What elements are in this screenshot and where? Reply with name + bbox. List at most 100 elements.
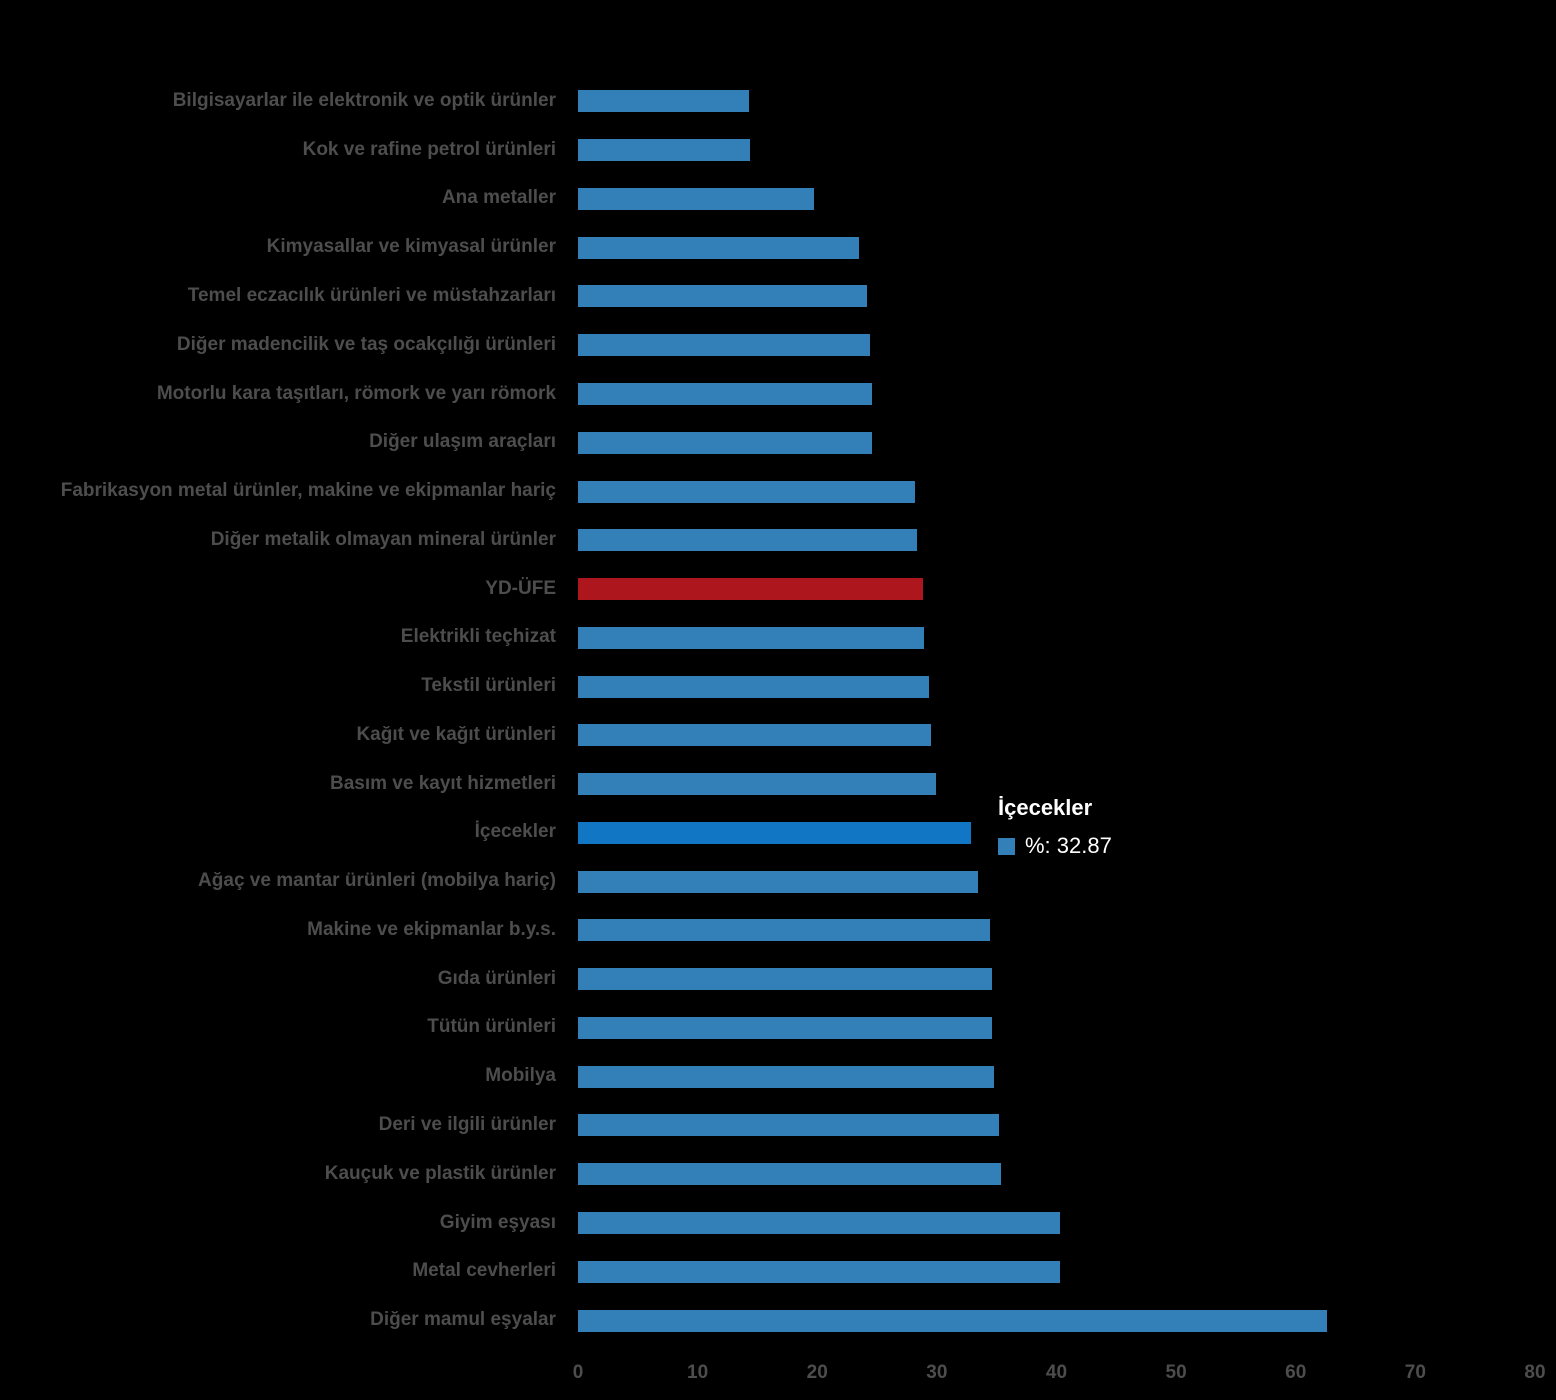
bar-track	[578, 1065, 1535, 1088]
bar[interactable]	[578, 675, 929, 698]
category-label: Elektrikli teçhizat	[400, 626, 556, 648]
x-axis-tick: 0	[572, 1362, 584, 1383]
chart-rows: Bilgisayarlar ile elektronik ve optik ür…	[0, 77, 1556, 1345]
chart-row: Diğer ulaşım araçları	[0, 418, 1556, 467]
tooltip: İçecekler %: 32.87	[998, 795, 1112, 858]
x-axis-tick: 20	[806, 1362, 828, 1383]
bar-track	[578, 382, 1535, 405]
tooltip-title: İçecekler	[998, 795, 1093, 820]
bar[interactable]	[578, 187, 814, 210]
bar[interactable]	[578, 1260, 1061, 1283]
category-label: İçecekler	[474, 821, 556, 843]
category-label: Ana metaller	[441, 187, 556, 209]
bar[interactable]	[578, 139, 751, 162]
x-axis-tick: 50	[1165, 1362, 1187, 1383]
x-axis-tick: 30	[926, 1362, 948, 1383]
tooltip-value-row: %: 32.87	[998, 833, 1112, 858]
bar[interactable]	[578, 236, 860, 259]
category-label: Giyim eşyası	[439, 1211, 556, 1233]
bar[interactable]	[578, 1211, 1061, 1234]
category-label: Tütün ürünleri	[427, 1016, 556, 1038]
chart-row: İçecekler	[0, 808, 1556, 857]
category-label: Tekstil ürünleri	[421, 675, 556, 697]
bar-track	[578, 1163, 1535, 1186]
bar[interactable]	[578, 90, 750, 113]
bar[interactable]	[578, 285, 868, 308]
chart-row: Fabrikasyon metal ürünler, makine ve eki…	[0, 467, 1556, 516]
bar-track	[578, 187, 1535, 210]
bar[interactable]	[578, 382, 873, 405]
chart-row: Giyim eşyası	[0, 1199, 1556, 1248]
category-label: Gıda ürünleri	[437, 967, 556, 989]
x-axis-tick: 10	[687, 1362, 709, 1383]
bar-track	[578, 773, 1535, 796]
bar[interactable]	[578, 968, 992, 991]
x-axis-tick: 40	[1045, 1362, 1068, 1383]
bar-track	[578, 236, 1535, 259]
bar[interactable]	[578, 870, 978, 893]
bar-track	[578, 578, 1535, 601]
category-label: Metal cevherleri	[412, 1260, 556, 1282]
chart-row: Deri ve ilgili ürünler	[0, 1101, 1556, 1150]
bar-track	[578, 285, 1535, 308]
bar[interactable]	[578, 480, 916, 503]
bar[interactable]	[578, 334, 870, 357]
category-label: Diğer madencilik ve taş ocakçılığı ürünl…	[176, 333, 556, 355]
bar-track	[578, 334, 1535, 357]
chart-row: Basım ve kayıt hizmetleri	[0, 760, 1556, 809]
category-label: Motorlu kara taşıtları, römork ve yarı r…	[156, 382, 556, 404]
bar-track	[578, 724, 1535, 747]
bar-track	[578, 1260, 1535, 1283]
category-label: Basım ve kayıt hizmetleri	[330, 772, 556, 794]
chart-row: Diğer mamul eşyalar	[0, 1296, 1556, 1345]
legend-swatch-icon	[998, 837, 1015, 855]
category-label: Deri ve ilgili ürünler	[378, 1114, 556, 1136]
bar[interactable]	[578, 1163, 1002, 1186]
category-label: Ağaç ve mantar ürünleri (mobilya hariç)	[198, 870, 556, 892]
bar[interactable]	[578, 821, 972, 844]
category-label: Fabrikasyon metal ürünler, makine ve eki…	[60, 480, 556, 502]
chart-row: Tekstil ürünleri	[0, 662, 1556, 711]
x-axis: 0 10 20 30 40 50 60 70 80	[573, 1360, 1546, 1386]
chart-row: Ana metaller	[0, 175, 1556, 224]
chart-row: Kauçuk ve plastik ürünler	[0, 1150, 1556, 1199]
chart-row: Gıda ürünleri	[0, 955, 1556, 1004]
chart-row: Bilgisayarlar ile elektronik ve optik ür…	[0, 77, 1556, 126]
category-label: Mobilya	[485, 1065, 556, 1087]
bar[interactable]	[578, 1016, 992, 1039]
chart-row: Makine ve ekipmanlar b.y.s.	[0, 906, 1556, 955]
category-label: Kağıt ve kağıt ürünleri	[356, 723, 556, 745]
chart-row: Mobilya	[0, 1052, 1556, 1101]
category-label: Kok ve rafine petrol ürünleri	[302, 138, 556, 160]
chart-row: Kağıt ve kağıt ürünleri	[0, 711, 1556, 760]
chart-row: Temel eczacılık ürünleri ve müstahzarlar…	[0, 272, 1556, 321]
bar-track	[578, 480, 1535, 503]
category-label: Kimyasallar ve kimyasal ürünler	[266, 236, 556, 258]
chart-row: Motorlu kara taşıtları, römork ve yarı r…	[0, 370, 1556, 419]
bar[interactable]	[578, 578, 923, 601]
bar[interactable]	[578, 626, 924, 649]
bar-track	[578, 626, 1535, 649]
bar[interactable]	[578, 1065, 995, 1088]
bar-track	[578, 90, 1535, 113]
category-label: Diğer mamul eşyalar	[370, 1309, 556, 1331]
category-label: Bilgisayarlar ile elektronik ve optik ür…	[172, 89, 556, 111]
chart-row: Tütün ürünleri	[0, 1004, 1556, 1053]
chart-row: Diğer metalik olmayan mineral ürünler	[0, 516, 1556, 565]
bar[interactable]	[578, 773, 936, 796]
bar[interactable]	[578, 919, 990, 942]
bar[interactable]	[578, 431, 873, 454]
bar[interactable]	[578, 1114, 1000, 1137]
bar[interactable]	[578, 1309, 1327, 1332]
x-axis-tick: 80	[1524, 1362, 1546, 1383]
x-axis-tick: 70	[1404, 1362, 1426, 1383]
bar[interactable]	[578, 529, 917, 552]
bar-track	[578, 1114, 1535, 1137]
category-label: Kauçuk ve plastik ürünler	[324, 1162, 556, 1184]
bar-track	[578, 1309, 1535, 1332]
bar[interactable]	[578, 724, 931, 747]
chart-row: Elektrikli teçhizat	[0, 613, 1556, 662]
category-label: Diğer metalik olmayan mineral ürünler	[210, 528, 556, 550]
chart-row: Diğer madencilik ve taş ocakçılığı ürünl…	[0, 321, 1556, 370]
